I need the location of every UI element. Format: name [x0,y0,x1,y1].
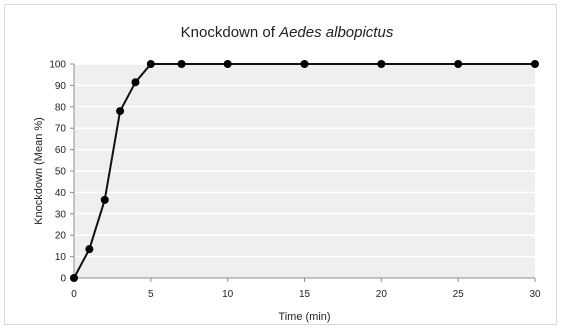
data-point-25 [454,60,462,68]
data-point-10 [224,60,232,68]
chart-title-prefix: Knockdown of [181,24,279,41]
data-point-4 [131,78,139,86]
y-tick-label-60: 60 [55,145,67,156]
data-point-3 [116,107,124,115]
data-point-1 [85,245,93,253]
data-point-15 [301,60,309,68]
y-tick-label-50: 50 [55,167,67,178]
y-tick-label-70: 70 [55,124,67,135]
data-point-0 [70,274,78,282]
x-tick-label-5: 5 [148,289,154,300]
chart-title-species: Aedes albopictus [278,24,394,41]
y-tick-label-80: 80 [55,102,67,113]
chart-title: Knockdown of Aedes albopictus [181,24,394,41]
y-tick-label-10: 10 [55,252,67,263]
x-tick-label-30: 30 [529,289,541,300]
x-tick-label-15: 15 [299,289,311,300]
y-axis-title: Knockdown (Mean %) [33,117,45,225]
y-tick-label-100: 100 [49,60,66,71]
x-tick-label-20: 20 [376,289,388,300]
y-tick-label-0: 0 [60,274,66,285]
y-tick-label-90: 90 [55,81,67,92]
x-tick-label-10: 10 [222,289,234,300]
x-tick-label-25: 25 [453,289,465,300]
data-point-20 [377,60,385,68]
y-tick-label-20: 20 [55,231,67,242]
y-tick-label-30: 30 [55,209,67,220]
data-point-7 [178,60,186,68]
data-point-2 [101,196,109,204]
data-point-5 [147,60,155,68]
x-tick-label-0: 0 [71,289,77,300]
y-tick-label-40: 40 [55,188,67,199]
data-point-30 [531,60,539,68]
x-axis-title: Time (min) [278,311,330,323]
